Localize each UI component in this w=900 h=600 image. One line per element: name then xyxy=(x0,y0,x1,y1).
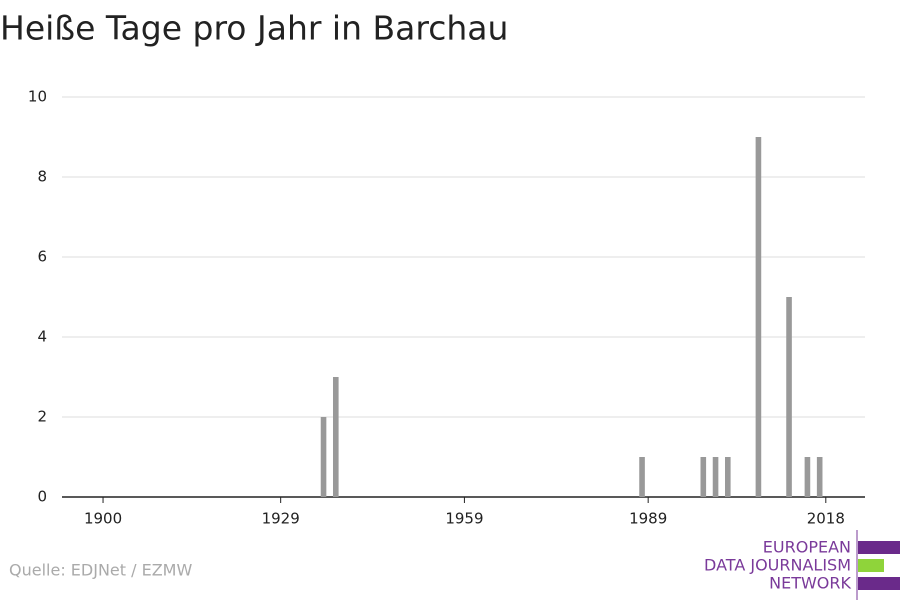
bar xyxy=(804,457,811,497)
x-tick-label: 1959 xyxy=(445,510,483,528)
bar xyxy=(786,297,792,497)
x-tick-label: 1989 xyxy=(629,510,667,528)
logo-bar xyxy=(858,559,884,572)
logo-text: DATA JOURNALISM xyxy=(704,556,851,575)
logo-bar xyxy=(858,541,900,554)
x-tick-label: 2018 xyxy=(807,510,845,528)
bar xyxy=(755,137,762,497)
bar xyxy=(639,457,645,497)
y-tick-label: 4 xyxy=(37,328,47,346)
chart-title: Heiße Tage pro Jahr in Barchau xyxy=(0,9,508,48)
y-tick-label: 8 xyxy=(37,168,47,186)
y-tick-label: 0 xyxy=(37,488,47,506)
y-tick-label: 6 xyxy=(37,248,47,266)
bar xyxy=(724,457,731,497)
bar xyxy=(816,457,823,497)
y-tick-label: 2 xyxy=(37,408,47,426)
x-tick-label: 1929 xyxy=(262,510,300,528)
logo-text: EUROPEAN xyxy=(763,538,851,557)
x-tick-label: 1900 xyxy=(84,510,122,528)
logo-bar xyxy=(858,577,900,590)
bar xyxy=(712,457,719,497)
bar xyxy=(320,417,327,497)
bar xyxy=(700,457,707,497)
y-tick-label: 10 xyxy=(28,88,47,106)
source: Quelle: EDJNet / EZMW xyxy=(9,561,192,580)
logo-text: NETWORK xyxy=(769,574,851,593)
bar xyxy=(332,377,339,497)
